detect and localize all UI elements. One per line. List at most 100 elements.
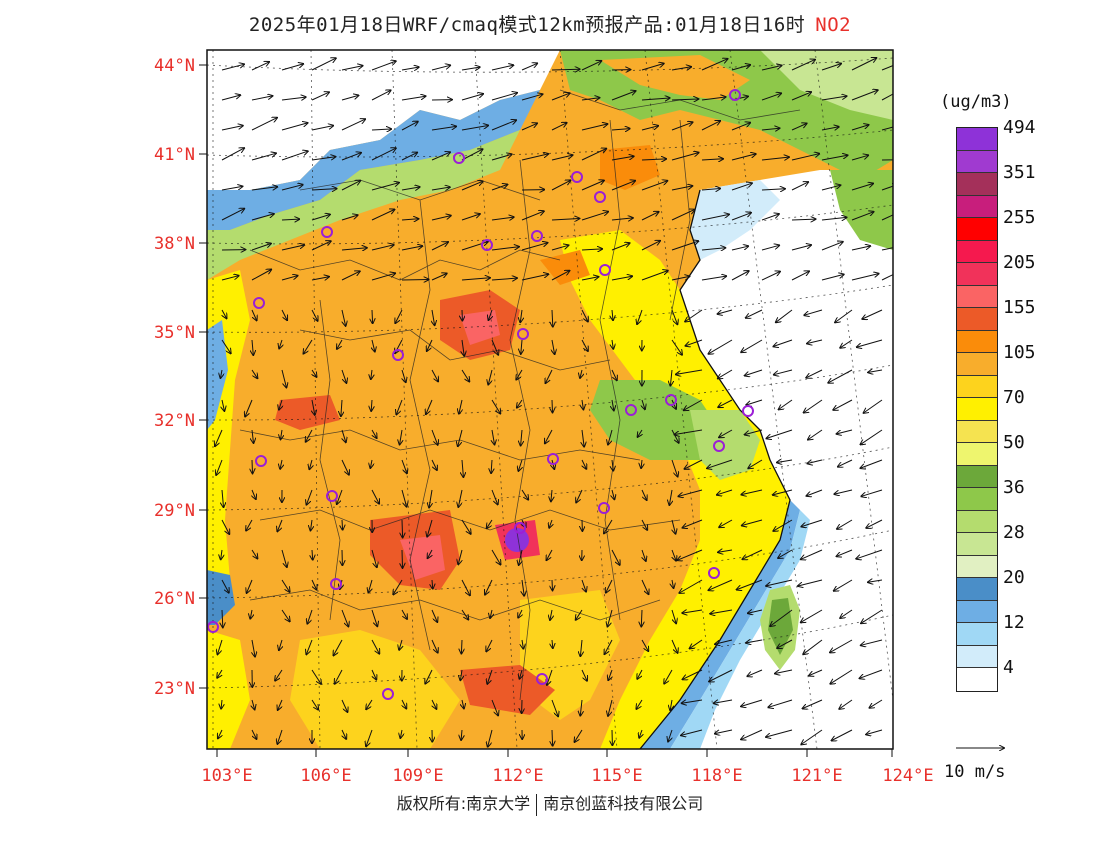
- wind-arrow: [491, 93, 517, 101]
- wind-arrow: [275, 669, 283, 681]
- wind-arrow: [791, 182, 808, 191]
- wind-arrow: [668, 729, 672, 742]
- wind-arrow: [221, 549, 222, 559]
- wind-arrow: [491, 185, 507, 191]
- wind-arrow: [402, 699, 406, 709]
- wind-arrow: [864, 399, 883, 413]
- wind-arrow: [791, 219, 815, 220]
- colorbar-cell: [957, 195, 997, 218]
- city-marker: [321, 226, 333, 238]
- wind-arrow: [807, 489, 823, 496]
- wind-arrow: [221, 126, 243, 131]
- wind-arrow: [881, 274, 893, 281]
- wind-arrow: [491, 339, 498, 355]
- wind-arrow: [821, 155, 848, 161]
- wind-arrow: [485, 579, 493, 595]
- wind-arrow: [777, 460, 793, 463]
- wind-arrow: [671, 67, 691, 70]
- wind-arrow: [731, 246, 748, 251]
- wind-arrow: [431, 369, 438, 381]
- wind-arrow: [311, 126, 333, 131]
- colorbar-label: 105: [1003, 341, 1036, 363]
- wind-arrow: [371, 369, 372, 379]
- pollutant-label: NO2: [815, 14, 852, 36]
- colorbar-label: 28: [1003, 521, 1025, 543]
- wind-arrow: [251, 118, 277, 131]
- wind-arrow: [280, 459, 282, 469]
- wind-arrow: [251, 369, 257, 378]
- colorbar-cell: [957, 375, 997, 398]
- lat-label: 35°N: [154, 323, 195, 343]
- city-marker: [742, 405, 754, 417]
- wind-arrow: [641, 459, 642, 468]
- wind-arrow: [707, 459, 733, 468]
- wind-arrow: [774, 369, 793, 375]
- wind-arrow: [221, 579, 229, 593]
- wind-arrow: [396, 399, 403, 414]
- wind-arrow: [461, 278, 490, 280]
- colorbar-label: 50: [1003, 431, 1025, 453]
- wind-arrow: [679, 489, 703, 496]
- wind-arrow: [580, 639, 582, 656]
- wind-arrow: [461, 242, 488, 251]
- colorbar-cell: [957, 578, 997, 601]
- wind-arrow: [664, 669, 673, 684]
- wind-arrow: [222, 489, 224, 507]
- wind-arrow: [281, 185, 303, 191]
- wind-arrow: [307, 489, 313, 505]
- wind-arrow: [690, 639, 703, 648]
- wind-arrow: [371, 245, 394, 251]
- wind-arrow: [761, 93, 781, 101]
- wind-arrow: [717, 489, 733, 495]
- city-marker: [255, 455, 267, 467]
- wind-vectors: [215, 58, 893, 747]
- wind-arrow: [641, 271, 668, 281]
- wind-arrow: [582, 399, 583, 409]
- wind-arrow: [252, 699, 255, 709]
- wind-arrow: [552, 339, 555, 354]
- wind-arrow: [372, 429, 377, 438]
- wind-arrow: [486, 639, 493, 651]
- wind-arrow: [221, 519, 229, 534]
- wind-arrow: [371, 61, 396, 71]
- wind-arrow: [334, 639, 343, 655]
- wind-arrow: [551, 123, 567, 131]
- lon-label: 121°E: [791, 766, 842, 786]
- wind-arrow: [686, 339, 703, 346]
- wind-arrow: [809, 669, 823, 676]
- wind-arrow: [431, 242, 448, 251]
- wind-arrow: [608, 669, 612, 680]
- wind-arrow: [341, 95, 358, 101]
- wind-arrow: [462, 459, 463, 477]
- wind-arrow: [461, 639, 462, 654]
- wind-arrow: [611, 181, 635, 191]
- wind-arrow: [552, 639, 553, 648]
- wind-arrow: [608, 609, 613, 627]
- colorbar-label: 70: [1003, 386, 1025, 408]
- wind-arrow: [551, 219, 579, 221]
- wind-arrow: [768, 699, 793, 707]
- wind-arrow: [491, 217, 514, 220]
- wind-arrow: [581, 339, 588, 351]
- wind-arrow: [461, 729, 462, 740]
- wind-arrow: [605, 639, 613, 654]
- wind-arrow: [251, 309, 257, 320]
- wind-arrow: [311, 92, 329, 101]
- wind-arrow: [462, 339, 464, 356]
- wind-arrow: [431, 187, 450, 190]
- wind-arrow: [669, 489, 672, 505]
- wind-arrow: [671, 309, 677, 324]
- wind-arrow: [371, 549, 377, 567]
- wind-arrow: [861, 429, 883, 444]
- wind-arrow: [306, 429, 313, 442]
- wind-arrow: [462, 699, 464, 708]
- wind-arrow: [801, 609, 823, 622]
- wind-arrow: [366, 729, 373, 746]
- wind-arrow: [461, 67, 480, 70]
- wind-arrow: [251, 729, 257, 739]
- wind-arrow: [342, 519, 343, 530]
- wind-arrow: [549, 519, 552, 528]
- wind-arrow: [639, 729, 642, 738]
- lon-label: 118°E: [691, 766, 742, 786]
- wind-arrow: [861, 489, 883, 496]
